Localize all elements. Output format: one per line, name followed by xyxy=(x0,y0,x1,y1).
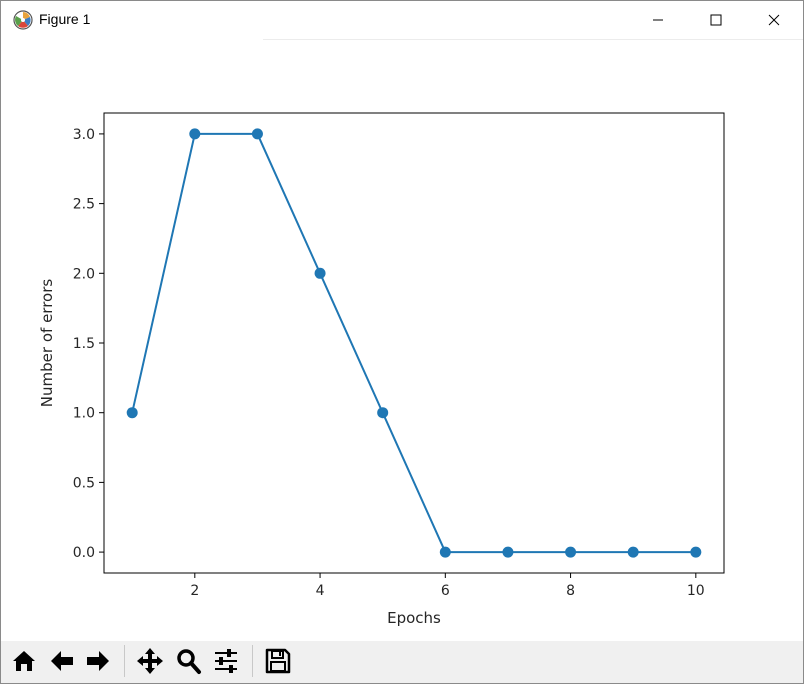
minimize-icon xyxy=(653,19,663,21)
data-point xyxy=(251,128,263,140)
forward-arrow-icon xyxy=(87,651,109,671)
x-tick-label: 8 xyxy=(566,583,575,599)
title-divider xyxy=(263,39,803,40)
maximize-icon xyxy=(710,14,722,26)
x-tick-label: 6 xyxy=(441,583,450,599)
x-axis-ticks: 2 4 6 8 10 xyxy=(190,573,705,599)
series-markers xyxy=(126,128,702,558)
data-point xyxy=(439,546,451,558)
data-point xyxy=(126,407,138,419)
x-tick-label: 2 xyxy=(190,583,199,599)
data-point xyxy=(314,267,326,279)
x-tick-label: 4 xyxy=(316,583,325,599)
x-tick-label: 10 xyxy=(687,583,705,599)
save-icon xyxy=(265,648,291,674)
forward-button[interactable] xyxy=(82,644,114,678)
data-point xyxy=(565,546,577,558)
configure-subplots-button[interactable] xyxy=(210,644,242,678)
toolbar-separator xyxy=(124,645,125,677)
data-point xyxy=(627,546,639,558)
y-tick-label: 1.5 xyxy=(73,336,95,352)
data-point xyxy=(502,546,514,558)
y-tick-label: 0.5 xyxy=(73,475,95,491)
y-tick-label: 3.0 xyxy=(73,127,95,143)
title-bar[interactable]: Figure 1 xyxy=(1,1,803,39)
pan-button[interactable] xyxy=(134,644,166,678)
matplotlib-logo-icon xyxy=(13,10,33,30)
back-button[interactable] xyxy=(46,644,78,678)
maximize-button[interactable] xyxy=(687,1,745,39)
configure-subplots-icon xyxy=(215,649,237,673)
series-line xyxy=(131,132,696,554)
window-title: Figure 1 xyxy=(39,11,91,27)
zoom-button[interactable] xyxy=(172,644,204,678)
home-icon xyxy=(13,651,35,671)
back-arrow-icon xyxy=(51,651,73,671)
y-axis-label: Number of errors xyxy=(38,279,56,408)
pan-icon xyxy=(137,648,163,674)
close-icon xyxy=(768,14,780,26)
navigation-toolbar xyxy=(1,641,803,683)
toolbar-separator xyxy=(252,645,253,677)
y-tick-label: 2.0 xyxy=(73,266,95,282)
close-button[interactable] xyxy=(745,1,803,39)
plot-canvas[interactable]: 2 4 6 8 10 0.0 0.5 1.0 1.5 2.0 2.5 3.0 Epochs Numb… xyxy=(1,40,803,641)
save-button[interactable] xyxy=(262,644,294,678)
y-tick-label: 2.5 xyxy=(73,197,95,213)
y-tick-label: 0.0 xyxy=(73,545,95,561)
home-button[interactable] xyxy=(8,644,40,678)
zoom-icon xyxy=(177,649,201,674)
axes-frame xyxy=(103,112,725,574)
minimize-button[interactable] xyxy=(629,1,687,39)
data-point xyxy=(377,407,389,419)
data-point xyxy=(690,546,702,558)
x-axis-label: Epochs xyxy=(387,609,441,627)
y-axis-ticks: 0.0 0.5 1.0 1.5 2.0 2.5 3.0 xyxy=(73,127,104,561)
data-point xyxy=(189,128,201,140)
y-tick-label: 1.0 xyxy=(73,406,95,422)
